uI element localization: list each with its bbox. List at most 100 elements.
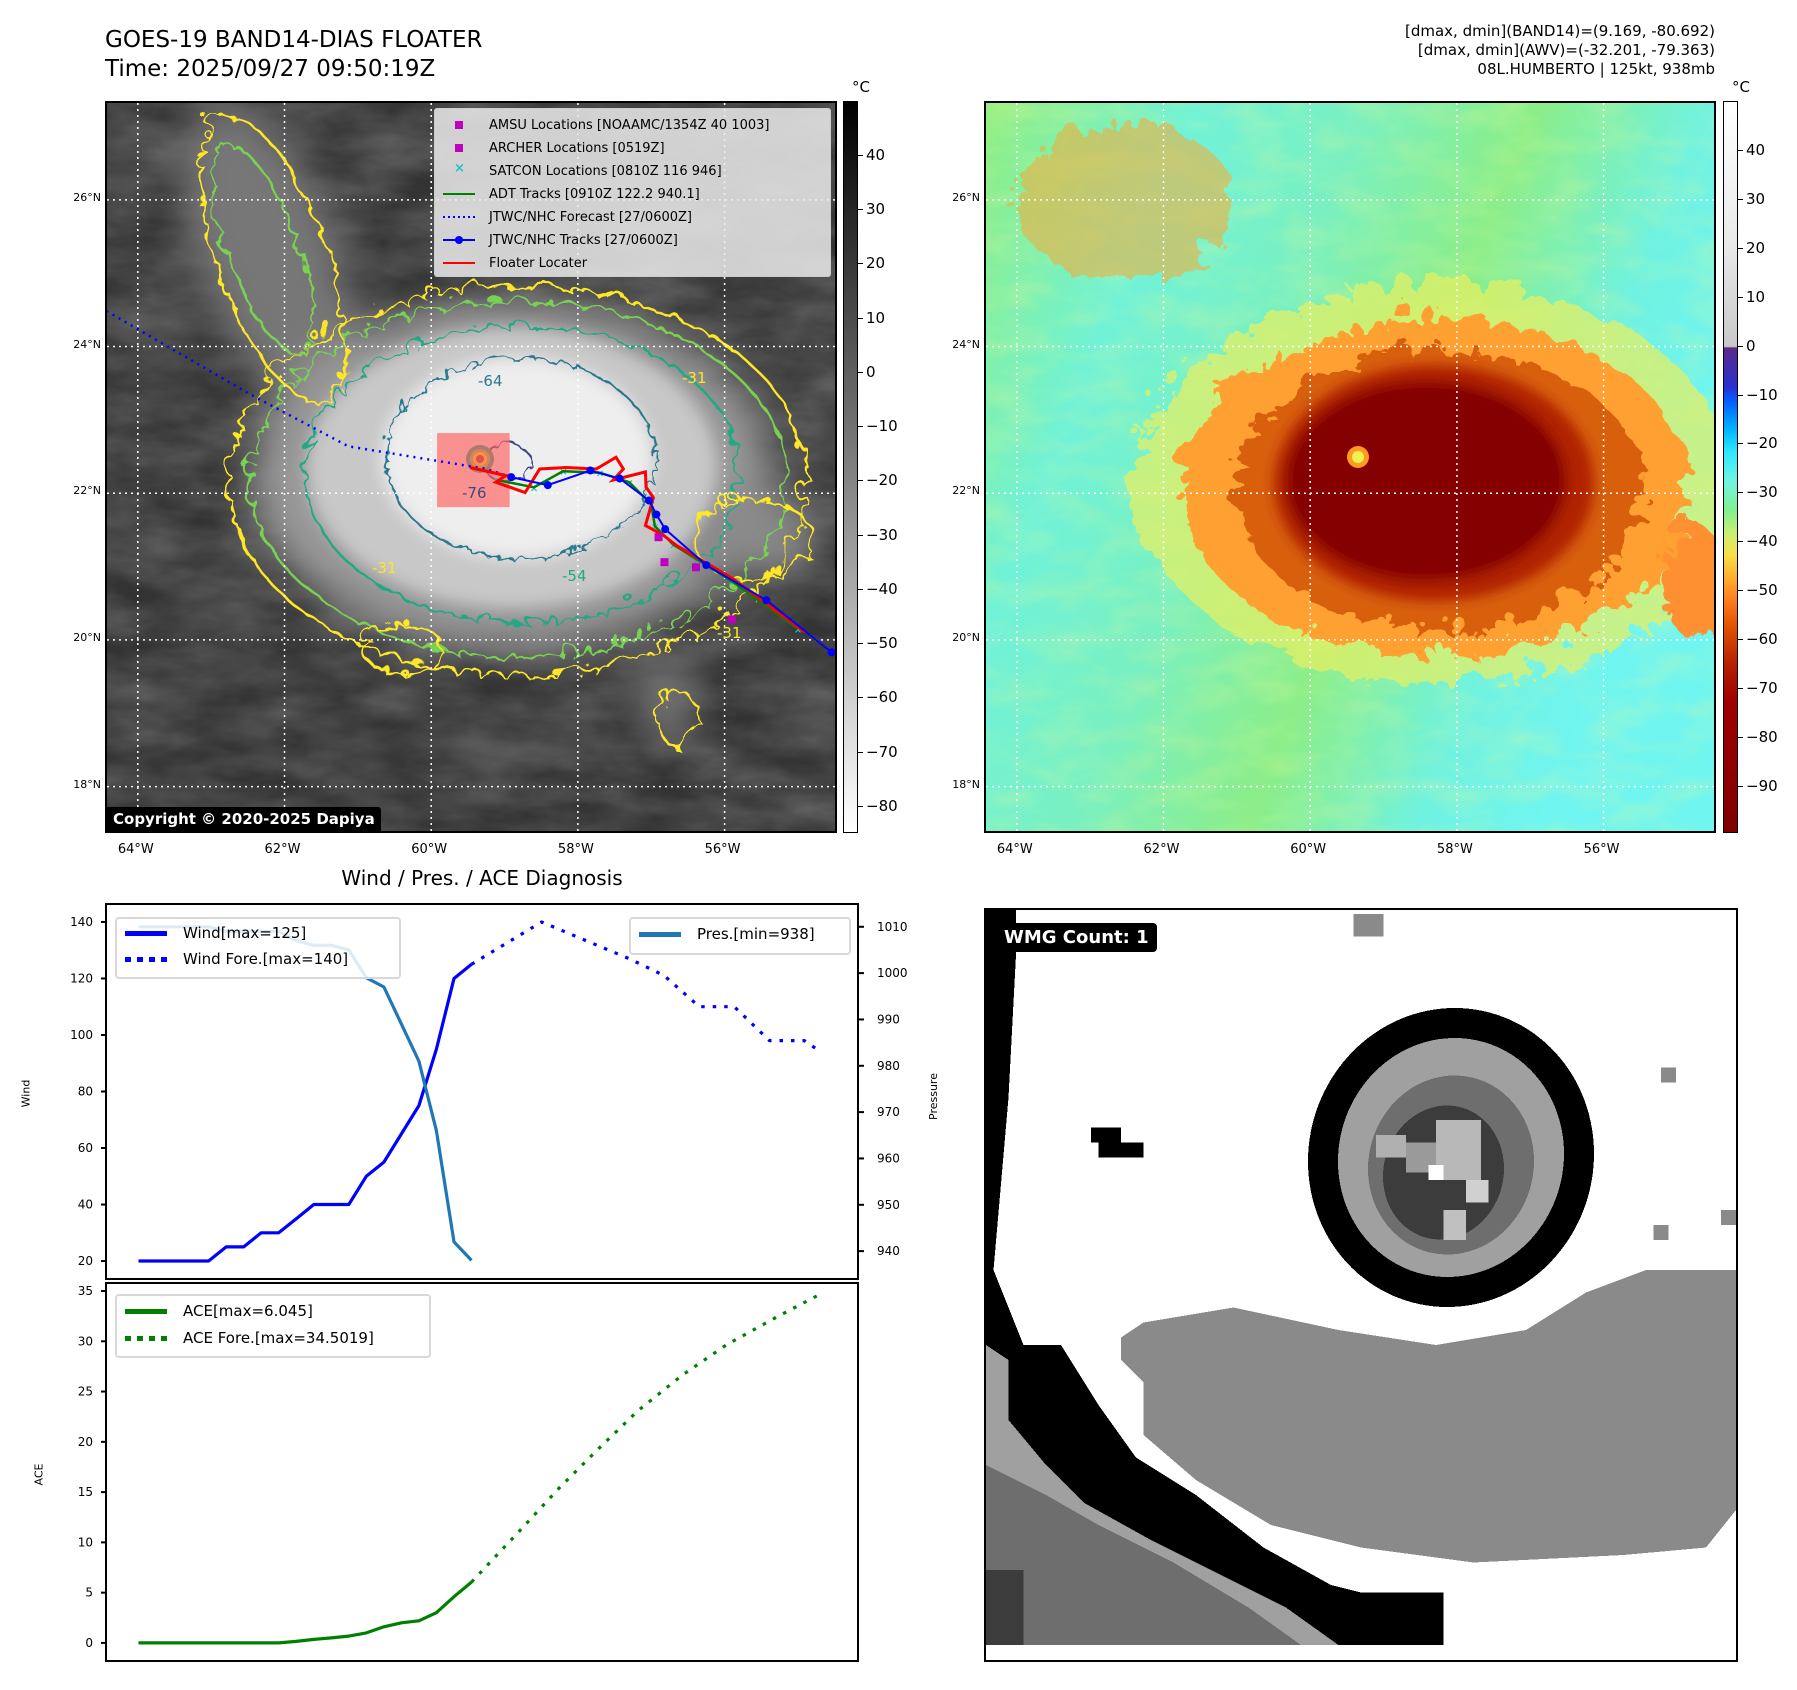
series-line-ace-fore- bbox=[470, 1294, 818, 1584]
map-legend: AMSU Locations [NOAAMC/1354Z 40 1003] ARC… bbox=[434, 108, 831, 277]
satcon-marker: × bbox=[559, 467, 567, 478]
lat-tick-label: 22°N bbox=[73, 484, 101, 498]
lon-tick-label: 56°W bbox=[1583, 842, 1620, 857]
satcon-marker: × bbox=[794, 625, 802, 636]
legend-swatch bbox=[443, 256, 475, 270]
jtwc-track-point bbox=[827, 648, 835, 657]
colorbar-tick bbox=[858, 317, 863, 319]
lon-tick-label: 58°W bbox=[557, 842, 594, 857]
y-right-tick-label: 950 bbox=[877, 1198, 900, 1212]
legend-swatch-ace bbox=[125, 1308, 167, 1314]
colorbar-tick bbox=[1738, 688, 1743, 690]
lat-tick-label: 24°N bbox=[73, 337, 101, 351]
contour-label: -31 bbox=[717, 624, 742, 642]
wmg-image bbox=[986, 910, 1736, 1660]
jtwc-track-point bbox=[661, 525, 670, 534]
colorbar-tick bbox=[1738, 149, 1743, 151]
colorbar-tick-label: −80 bbox=[866, 796, 898, 815]
legend-label: ARCHER Locations [0519Z] bbox=[489, 140, 665, 156]
jtwc-track-point bbox=[615, 474, 624, 483]
lat-tick-label: 18°N bbox=[73, 777, 101, 791]
series-line-wind bbox=[138, 963, 473, 1263]
colorbar-tick-label: −30 bbox=[1746, 483, 1778, 502]
y-tick-label: 35 bbox=[78, 1284, 93, 1298]
storm-info: [dmax, dmin](BAND14)=(9.169, -80.692) [d… bbox=[1405, 22, 1715, 79]
colorbar-tick bbox=[1738, 394, 1743, 396]
legend-label: Wind Fore.[max=140] bbox=[183, 950, 349, 968]
ace-plot: 0 5 10 15 20 25 30 35 bbox=[78, 1284, 818, 1650]
legend-label: ACE[max=6.045] bbox=[183, 1302, 313, 1320]
colorbar-tick bbox=[858, 263, 863, 265]
jtwc-track-point bbox=[702, 561, 711, 570]
legend-label: Pres.[min=938] bbox=[697, 925, 815, 943]
legend-swatch bbox=[443, 187, 475, 201]
colorbar-tick-label: −60 bbox=[1746, 630, 1778, 649]
pressure-axis-label: Pressure bbox=[926, 1073, 940, 1120]
figure-title: GOES-19 BAND14-DIAS FLOATER Time: 2025/0… bbox=[105, 26, 483, 84]
y-right-tick-label: 990 bbox=[877, 1012, 900, 1026]
contour-label: -76 bbox=[462, 484, 487, 502]
colorbar-tick bbox=[858, 643, 863, 645]
colorbar-tick bbox=[1738, 541, 1743, 543]
legend-swatch bbox=[443, 141, 475, 155]
lat-tick-label: 20°N bbox=[73, 630, 101, 644]
jtwc-track-point bbox=[645, 496, 654, 505]
diagnosis-title: Wind / Pres. / ACE Diagnosis bbox=[341, 866, 623, 890]
colorbar-tick bbox=[858, 154, 863, 156]
jtwc-track bbox=[510, 469, 833, 654]
wind-axis-label: Wind bbox=[19, 1079, 33, 1108]
jtwc-track-point bbox=[586, 466, 595, 475]
legend-item-4: JTWC/NHC Forecast [27/0600Z] bbox=[443, 207, 692, 227]
pressure-legend: Pres.[min=938] bbox=[629, 917, 851, 955]
colorbar-tick bbox=[858, 534, 863, 536]
floater-locater-box bbox=[437, 433, 510, 508]
colorbar-tick bbox=[858, 697, 863, 699]
wind-pressure-panel: 20 40 60 80 100 120 140 940 950 960 970 980 990 1000 1… bbox=[70, 903, 908, 1280]
legend-label: JTWC/NHC Forecast [27/0600Z] bbox=[489, 209, 692, 225]
y-right-tick-label: 960 bbox=[877, 1151, 900, 1165]
legend-label: JTWC/NHC Tracks [27/0600Z] bbox=[489, 232, 678, 248]
y-tick-label: 140 bbox=[70, 915, 93, 929]
colorbar-tick bbox=[1738, 247, 1743, 249]
jtwc-track-point bbox=[652, 510, 661, 519]
colorbar-unit: °C bbox=[1732, 78, 1750, 96]
ace-panel: 0 5 10 15 20 25 30 35 ACE[max=6.045] ACE Fore.[… bbox=[78, 1282, 859, 1662]
legend-label: Wind[max=125] bbox=[183, 924, 307, 942]
y-right-tick-label: 980 bbox=[877, 1059, 900, 1073]
graticule bbox=[986, 103, 1714, 831]
legend-label: AMSU Locations [NOAAMC/1354Z 40 1003] bbox=[489, 117, 770, 133]
colorbar-tick-label: −20 bbox=[866, 471, 898, 490]
satcon-marker: × bbox=[530, 483, 538, 494]
colorbar-tick-label: 0 bbox=[1746, 336, 1756, 355]
amsu-archer-marker bbox=[660, 558, 669, 567]
colorbar-tick-label: −50 bbox=[1746, 581, 1778, 600]
colorbar-tick bbox=[1738, 443, 1743, 445]
colorbar-tick-label: 0 bbox=[866, 362, 876, 381]
colorbar-tick-label: −70 bbox=[1746, 679, 1778, 698]
colorbar-tick-label: −60 bbox=[866, 688, 898, 707]
lon-tick-label: 60°W bbox=[411, 842, 448, 857]
legend-item-3: ADT Tracks [0910Z 122.2 940.1] bbox=[443, 184, 700, 204]
colorbar-awv bbox=[1723, 101, 1738, 833]
colorbar-tick bbox=[858, 426, 863, 428]
legend-label: ACE Fore.[max=34.5019] bbox=[183, 1329, 374, 1347]
colorbar-tick bbox=[858, 480, 863, 482]
y-tick-label: 15 bbox=[78, 1485, 93, 1499]
legend-swatch-ace-forecast bbox=[125, 1335, 167, 1341]
colorbar-tick-label: 40 bbox=[1746, 140, 1766, 159]
lon-tick-label: 64°W bbox=[996, 842, 1033, 857]
y-right-tick-label: 970 bbox=[877, 1105, 900, 1119]
y-right-tick-label: 940 bbox=[877, 1244, 900, 1258]
legend-label: ADT Tracks [0910Z 122.2 940.1] bbox=[489, 186, 700, 202]
legend-item-5: JTWC/NHC Tracks [27/0600Z] bbox=[443, 230, 678, 250]
lat-tick-label: 24°N bbox=[952, 337, 980, 351]
colorbar-tick-label: −20 bbox=[1746, 434, 1778, 453]
lon-tick-label: 62°W bbox=[1143, 842, 1180, 857]
contour-label: -31 bbox=[372, 559, 397, 577]
colorbar-tick-label: −40 bbox=[866, 579, 898, 598]
legend-swatch-wind-forecast bbox=[125, 956, 167, 962]
ace-axis-label: ACE bbox=[32, 1463, 46, 1486]
y-tick-label: 20 bbox=[78, 1254, 93, 1268]
colorbar-tick-label: −70 bbox=[866, 742, 898, 761]
colorbar-tick-label: −90 bbox=[1746, 777, 1778, 795]
